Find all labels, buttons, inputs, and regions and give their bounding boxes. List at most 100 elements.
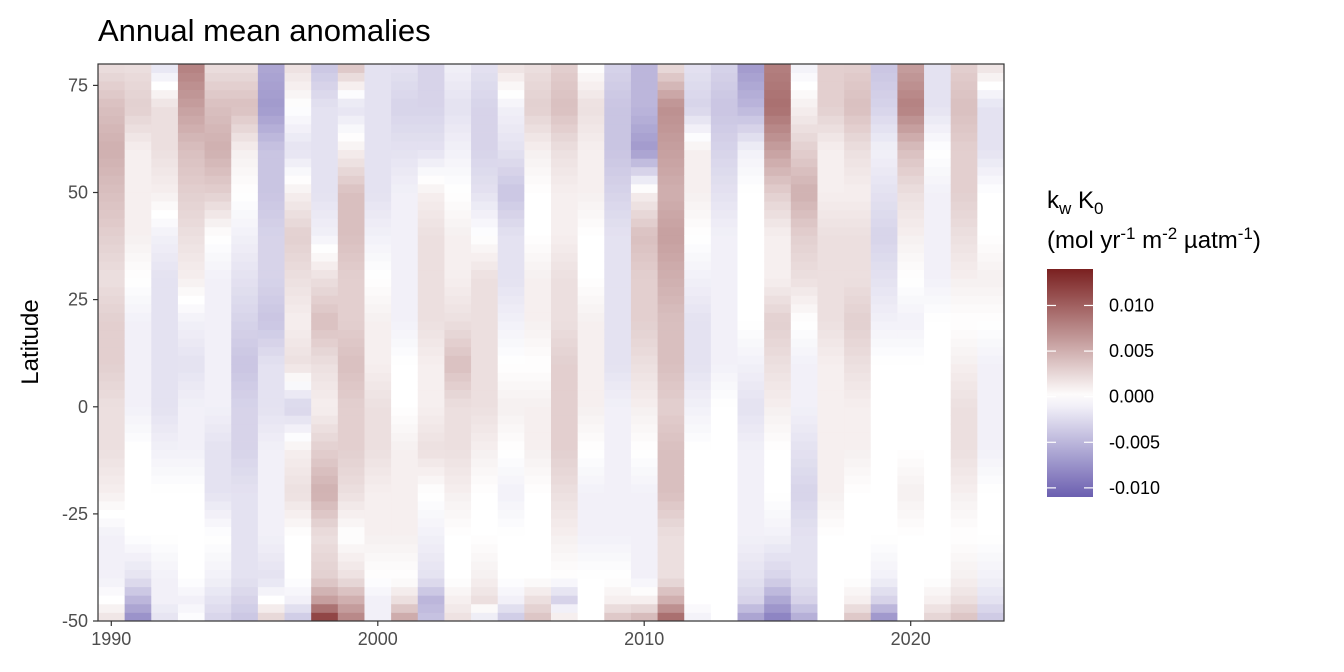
heatmap-cell [497,415,525,425]
heatmap-cell [524,561,552,570]
heatmap-cell [764,466,792,476]
heatmap-cell [924,141,952,151]
heatmap-cell [817,363,845,373]
heatmap-cell [817,175,845,185]
heatmap-cell [657,338,685,348]
heatmap-cell [684,201,712,211]
heatmap-cell [257,321,285,331]
heatmap-cell [391,235,419,245]
heatmap-cell [870,381,898,391]
heatmap-cell [551,269,579,279]
heatmap-cell [337,329,365,339]
heatmap-cell [524,449,552,459]
heatmap-cell [471,363,499,373]
heatmap-cell [977,269,1004,279]
heatmap-cell [844,321,872,331]
heatmap-cell [630,226,658,236]
heatmap-cell [497,509,525,519]
heatmap-cell [177,432,205,442]
heatmap-cell [151,183,179,193]
heatmap-cell [177,201,205,211]
heatmap-cell [497,226,525,236]
heatmap-cell [790,432,818,442]
heatmap-cell [710,483,738,493]
heatmap-cell [231,483,259,493]
heatmap-cell [177,578,205,588]
y-tick-minus-50: -50 [62,611,98,631]
heatmap-cell [710,235,738,245]
heatmap-cell [98,346,126,356]
heatmap-cell [204,192,232,202]
heatmap-cell [124,449,152,459]
heatmap-cell [764,458,792,468]
heatmap-cell [817,115,845,125]
heatmap-cell [897,261,925,271]
heatmap-cell [870,252,898,262]
heatmap-cell [737,389,765,399]
heatmap-cell [204,321,232,331]
heatmap-cell [817,569,845,579]
heatmap-cell [684,595,712,605]
heatmap-cell [177,149,205,159]
heatmap-cell [764,218,792,228]
heatmap-cell [124,158,152,168]
heatmap-cell [790,158,818,168]
heatmap-cell [950,175,978,185]
heatmap-cell [551,595,579,605]
heatmap-cell [950,363,978,373]
heatmap-cell [231,303,259,313]
heatmap-cell [977,501,1004,510]
heatmap-cell [684,278,712,288]
heatmap-cell [764,509,792,519]
heatmap-cell [391,441,419,451]
heatmap-cell [764,526,792,536]
heatmap-cell [604,226,632,236]
heatmap-cell [630,586,658,596]
heatmap-cell [551,518,579,528]
heatmap-cell [710,81,738,91]
heatmap-cell [231,329,259,339]
heatmap-cell [790,166,818,176]
heatmap-cell [337,72,365,82]
heatmap-cell [551,423,579,433]
heatmap-cell [124,338,152,348]
heatmap-cell [204,295,232,305]
heatmap-cell [204,98,232,108]
heatmap-cell [551,286,579,296]
heatmap-cell [311,543,339,553]
heatmap-cell [391,209,419,219]
heatmap-cell [977,466,1004,476]
heatmap-cell [737,492,765,502]
x-axis: 1990 2000 2010 2020 [91,621,931,649]
color-legend: kw K0 (mol yr-1 m-2 µatm-1) 0.0100.0050.… [1047,187,1261,498]
heatmap-cell [124,363,152,373]
heatmap-cell [844,363,872,373]
heatmap-cell [524,303,552,313]
heatmap-cell [391,586,419,596]
heatmap-cell [337,612,365,621]
heatmap-cell [204,561,232,570]
heatmap-cell [471,312,499,322]
heatmap-cell [764,612,792,621]
heatmap-cell [977,201,1004,211]
heatmap-cell [177,501,205,510]
heatmap-cell [204,64,232,73]
heatmap-cell [897,475,925,485]
heatmap-cell [977,149,1004,159]
heatmap-cell [177,175,205,185]
heatmap-cell [844,235,872,245]
heatmap-cell [950,218,978,228]
heatmap-cell [471,321,499,331]
heatmap-cell [684,295,712,305]
heatmap-cell [630,132,658,142]
heatmap-cell [577,269,605,279]
heatmap-cell [364,346,392,356]
x-tick-2000: 2000 [358,621,398,649]
heatmap-cell [364,526,392,536]
heatmap-cell [710,269,738,279]
heatmap-cell [177,209,205,219]
heatmap-cell [577,218,605,228]
heatmap-cell [897,586,925,596]
heatmap-cell [364,595,392,605]
heatmap-cell [204,543,232,553]
